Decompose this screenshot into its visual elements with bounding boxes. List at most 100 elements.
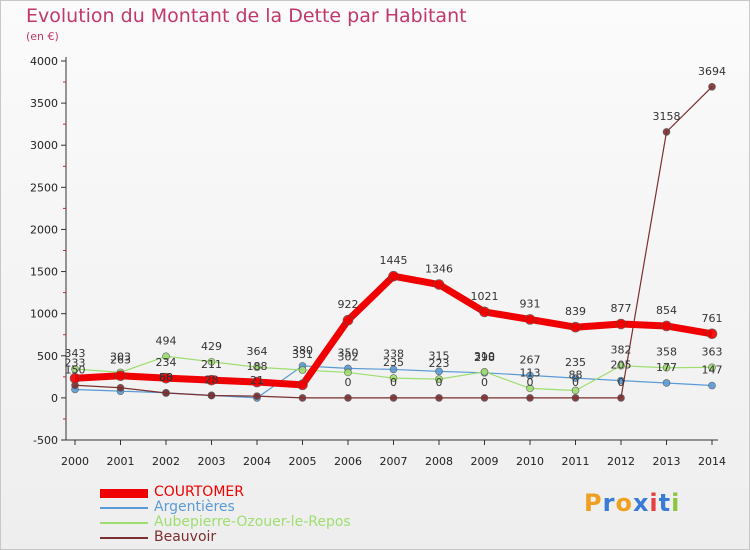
data-label-beauvoir: 0 [436,376,443,389]
data-label-aubepierre-ozouer-le-repos: 331 [292,348,313,361]
x-tick-label: 2007 [380,455,408,468]
data-point-courtomer [115,370,126,382]
data-label-beauvoir: 0 [481,376,488,389]
data-label-argenti-res: 298 [474,351,495,364]
data-point-beauvoir [207,391,216,400]
x-tick-label: 2000 [61,455,89,468]
data-point-aubepierre-ozouer-le-repos [435,375,443,383]
legend-swatch [100,488,148,498]
data-label-aubepierre-ozouer-le-repos: 358 [656,346,677,359]
x-tick-label: 2011 [562,455,590,468]
logo-letter: i [649,489,659,517]
data-point-courtomer [524,314,536,325]
data-label-aubepierre-ozouer-le-repos: 364 [247,345,268,358]
data-point-argenti-res [708,381,716,390]
data-point-aubepierre-ozouer-le-repos [480,367,489,376]
data-point-courtomer [433,279,445,290]
data-label-courtomer: 854 [656,304,677,317]
data-label-aubepierre-ozouer-le-repos: 113 [520,366,541,379]
data-point-courtomer [706,328,718,340]
y-tick-label: 1000 [30,308,58,321]
x-tick-label: 2002 [152,455,180,468]
data-label-argenti-res: 235 [565,356,586,369]
data-label-courtomer: 188 [247,360,268,373]
x-tick-label: 2012 [607,455,635,468]
axes: -500050010001500200025003000350040002000… [30,55,726,468]
data-point-aubepierre-ozouer-le-repos [389,374,398,382]
data-label-aubepierre-ozouer-le-repos: 302 [338,350,359,363]
data-label-beauvoir: 0 [345,376,352,389]
y-tick-label: 3500 [30,97,58,110]
data-point-beauvoir [662,128,671,136]
data-label-courtomer: 1346 [425,263,453,276]
data-label-aubepierre-ozouer-le-repos: 494 [156,334,177,347]
data-label-aubepierre-ozouer-le-repos: 382 [611,344,632,357]
x-tick-label: 2005 [289,455,317,468]
data-label-aubepierre-ozouer-le-repos: 303 [110,350,131,363]
data-point-aubepierre-ozouer-le-repos [662,363,671,372]
logo-letter: r [602,489,616,517]
x-tick-label: 2013 [653,455,681,468]
data-point-aubepierre-ozouer-le-repos [71,365,79,373]
data-point-argenti-res [435,367,443,376]
data-point-aubepierre-ozouer-le-repos [162,352,170,361]
data-label-courtomer: 877 [611,302,632,315]
data-point-courtomer [479,306,490,318]
data-point-argenti-res [662,379,671,387]
data-label-courtomer: 233 [65,356,86,369]
x-tick-label: 2009 [471,455,499,468]
data-point-courtomer [160,372,172,384]
data-point-courtomer [615,318,627,330]
data-label-argenti-res: 60 [159,371,173,384]
data-label-aubepierre-ozouer-le-repos: 88 [569,368,583,381]
data-label-aubepierre-ozouer-le-repos: 429 [201,340,222,353]
y-tick-label: 2500 [30,181,58,194]
data-point-beauvoir [435,394,443,402]
data-point-courtomer [661,320,672,332]
data-point-beauvoir [480,394,489,402]
data-point-aubepierre-ozouer-le-repos [571,386,580,395]
data-label-beauvoir: 3694 [698,65,726,78]
data-label-aubepierre-ozouer-le-repos: 235 [383,356,404,369]
x-tick-label: 2001 [107,455,135,468]
x-tick-label: 2004 [243,455,271,468]
data-point-beauvoir [617,394,625,402]
data-label-argenti-res: 315 [429,349,450,362]
chart-title: Evolution du Montant de la Dette par Hab… [26,5,467,27]
data-point-beauvoir [389,394,398,402]
data-point-courtomer [69,372,81,384]
x-tick-label: 2006 [334,455,362,468]
logo-letter: o [615,489,633,517]
y-tick-label: 3000 [30,139,58,152]
data-point-beauvoir [344,394,352,402]
legend-swatch [100,522,148,524]
logo-letter: P [584,489,603,517]
legend-swatch [100,537,148,539]
data-point-courtomer [297,379,308,391]
y-tick-label: 2000 [30,223,58,236]
data-label-courtomer: 1445 [380,254,408,267]
legend-label: COURTOMER [154,484,244,500]
data-point-beauvoir [116,383,125,392]
data-label-argenti-res: 267 [520,353,541,366]
data-point-courtomer [251,376,263,388]
data-label-courtomer: 931 [520,297,541,310]
data-label-argenti-res: 205 [611,359,632,372]
data-label-courtomer: 922 [338,298,359,311]
data-point-argenti-res [526,371,534,380]
x-tick-label: 2010 [516,455,544,468]
data-point-beauvoir [708,82,716,91]
data-label-beauvoir: 0 [572,376,579,389]
logo-letter: t [658,489,672,517]
y-tick-label: 1500 [30,266,58,279]
data-labels: 60 380 350 338 315 298 267 235 205 177 147 343 303 49… [65,65,727,389]
data-label-aubepierre-ozouer-le-repos: 310 [474,350,495,363]
logo-letter: x [632,489,650,517]
chart-subtitle: (en €) [26,30,59,43]
data-label-beauvoir: 0 [527,376,534,389]
data-point-aubepierre-ozouer-le-repos [526,384,534,393]
legend-label: Beauvoir [154,529,217,545]
y-tick-label: 4000 [30,55,58,68]
